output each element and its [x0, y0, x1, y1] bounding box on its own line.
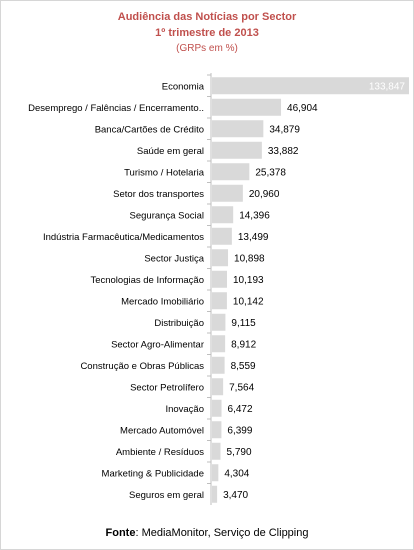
category-label: Mercado Automóvel	[120, 425, 204, 436]
value-label: 33,882	[268, 146, 299, 157]
bar	[212, 464, 219, 482]
bar	[212, 120, 264, 138]
bar	[212, 335, 226, 353]
value-label: 6,399	[227, 425, 252, 436]
category-label: Marketing & Publicidade	[102, 468, 204, 479]
bar	[212, 399, 222, 417]
value-label: 6,472	[228, 404, 253, 415]
bar	[212, 184, 243, 202]
bar	[212, 227, 232, 245]
bar	[212, 313, 226, 331]
bar	[212, 98, 282, 116]
category-label: Seguros em geral	[129, 490, 204, 501]
value-label: 14,396	[239, 210, 270, 221]
value-label: 5,790	[227, 447, 252, 458]
category-label: Banca/Cartões de Crédito	[95, 124, 204, 135]
bar	[212, 141, 262, 159]
category-label: Setor dos transportes	[113, 189, 204, 200]
bar	[212, 442, 221, 460]
value-label: 10,898	[234, 253, 265, 264]
category-label: Economia	[162, 81, 205, 92]
value-label: 9,115	[231, 318, 256, 329]
category-label: Inovação	[165, 404, 204, 415]
category-label: Mercado Imobiliário	[121, 296, 204, 307]
value-label: 46,904	[287, 103, 318, 114]
category-label: Desemprego / Falências / Encerramento..	[28, 103, 204, 114]
bar	[212, 249, 229, 267]
category-label: Indústria Farmacêutica/Medicamentos	[43, 232, 204, 243]
category-label: Sector Agro-Alimentar	[111, 339, 204, 350]
bar	[212, 77, 409, 95]
bar	[212, 485, 218, 503]
value-label: 7,564	[229, 382, 254, 393]
value-label: 133,847	[369, 81, 406, 92]
category-label: Sector Petrolífero	[130, 382, 204, 393]
value-label: 8,559	[231, 361, 256, 372]
value-label: 8,912	[231, 339, 256, 350]
value-label: 10,142	[233, 296, 264, 307]
chart-title: Audiência das Notícias por Sector	[117, 11, 297, 23]
value-label: 3,470	[223, 490, 248, 501]
value-label: 4,304	[224, 468, 249, 479]
category-label: Turismo / Hotelaria	[124, 167, 205, 178]
category-label: Segurança Social	[130, 210, 204, 221]
source-note: Fonte: MediaMonitor, Serviço de Clipping	[0, 527, 414, 539]
bar	[212, 292, 227, 310]
bar	[212, 356, 225, 374]
bar	[212, 378, 224, 396]
chart-unit-note: (GRPs em %)	[176, 43, 238, 54]
bar	[212, 270, 228, 288]
category-label: Tecnologias de Informação	[90, 275, 204, 286]
category-label: Ambiente / Resíduos	[116, 447, 204, 458]
source-label: Fonte	[105, 527, 136, 539]
value-label: 20,960	[249, 189, 280, 200]
value-label: 10,193	[233, 275, 264, 286]
category-label: Distribuição	[154, 318, 204, 329]
value-label: 13,499	[238, 232, 269, 243]
bar	[212, 421, 222, 439]
value-label: 34,879	[269, 124, 300, 135]
category-label: Construção e Obras Públicas	[80, 361, 204, 372]
bar	[212, 163, 250, 181]
bar	[212, 206, 234, 224]
category-label: Sector Justiça	[144, 253, 204, 264]
value-label: 25,378	[255, 167, 286, 178]
chart-subtitle: 1º trimestre de 2013	[155, 27, 259, 39]
category-label: Saúde em geral	[137, 146, 204, 157]
source-text: : MediaMonitor, Serviço de Clipping	[135, 527, 309, 539]
